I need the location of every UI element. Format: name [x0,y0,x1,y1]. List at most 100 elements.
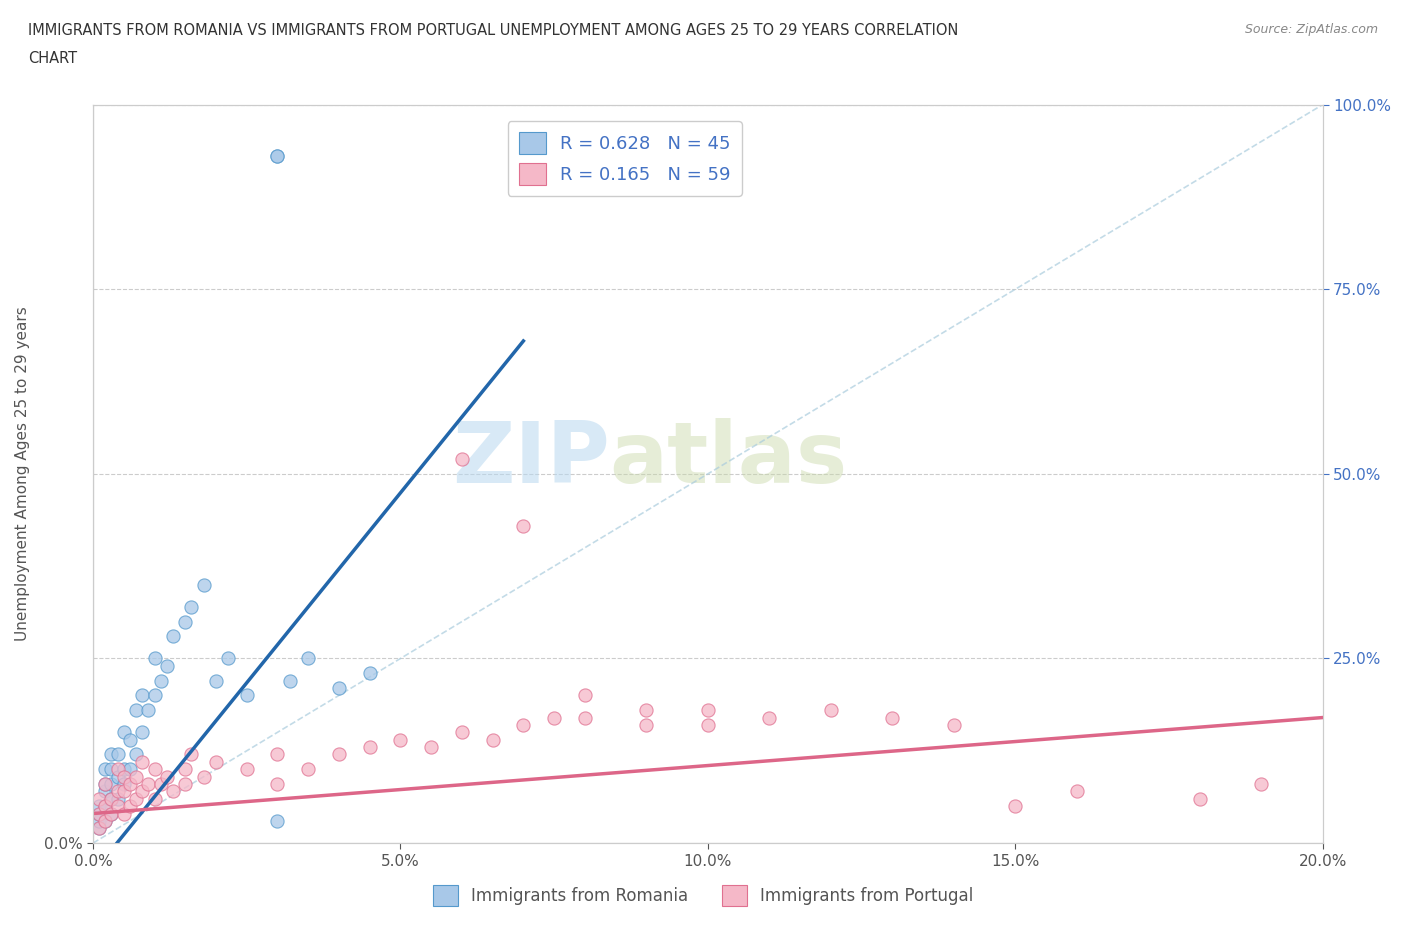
Point [266,777,288,791]
Point [174,777,197,791]
Legend: Immigrants from Romania, Immigrants from Portugal: Immigrants from Romania, Immigrants from… [426,879,980,912]
Point [359,739,381,754]
Point [94,814,117,829]
Point [112,806,135,821]
Point [174,762,197,777]
Point [1066,784,1088,799]
Point [112,769,135,784]
Point [107,762,129,777]
Point [297,762,319,777]
Point [89,821,111,836]
Point [180,599,202,614]
Point [193,769,215,784]
Point [149,777,172,791]
Point [359,666,381,681]
Point [1188,791,1211,806]
Point [696,718,718,733]
Point [180,747,202,762]
Point [149,673,172,688]
Point [118,799,141,814]
Point [138,703,160,718]
Point [89,806,111,821]
Point [235,762,257,777]
Point [112,784,135,799]
Point [1250,777,1272,791]
Point [100,791,122,806]
Point [125,769,148,784]
Point [107,791,129,806]
Point [235,688,257,703]
Point [94,777,117,791]
Point [297,651,319,666]
Point [882,711,904,725]
Point [94,784,117,799]
Point [100,777,122,791]
Point [89,791,111,806]
Point [138,777,160,791]
Point [107,769,129,784]
Point [156,658,179,673]
Point [89,821,111,836]
Point [205,673,228,688]
Point [100,806,122,821]
Text: IMMIGRANTS FROM ROMANIA VS IMMIGRANTS FROM PORTUGAL UNEMPLOYMENT AMONG AGES 25 T: IMMIGRANTS FROM ROMANIA VS IMMIGRANTS FR… [28,23,959,38]
Point [193,578,215,592]
Point [100,762,122,777]
Point [758,711,780,725]
Point [574,688,596,703]
Point [512,518,534,533]
Point [107,799,129,814]
Point [266,149,288,164]
Point [266,747,288,762]
Point [543,711,565,725]
Point [278,673,301,688]
Point [131,784,153,799]
Point [131,724,153,739]
Point [100,791,122,806]
Point [266,814,288,829]
Point [328,747,350,762]
Point [636,703,658,718]
Point [107,784,129,799]
Point [94,814,117,829]
Point [512,718,534,733]
Point [107,747,129,762]
Point [131,688,153,703]
Point [118,762,141,777]
Point [162,629,184,644]
Point [328,681,350,696]
Point [112,777,135,791]
Point [451,724,474,739]
Point [636,718,658,733]
Point [143,688,166,703]
Point [100,747,122,762]
Point [481,732,503,747]
Point [118,777,141,791]
Point [156,769,179,784]
Point [420,739,443,754]
Point [89,799,111,814]
Text: CHART: CHART [28,51,77,66]
Point [100,806,122,821]
Point [942,718,965,733]
Point [696,703,718,718]
Text: ZIP: ZIP [451,418,609,500]
Point [174,614,197,629]
Point [125,703,148,718]
Point [94,777,117,791]
Point [217,651,239,666]
Point [131,754,153,769]
Point [125,791,148,806]
Point [94,799,117,814]
Point [143,762,166,777]
Legend: R = 0.628   N = 45, R = 0.165   N = 59: R = 0.628 N = 45, R = 0.165 N = 59 [508,121,741,196]
Point [143,651,166,666]
Point [89,814,111,829]
Point [389,732,412,747]
Point [574,711,596,725]
Point [125,747,148,762]
Point [112,762,135,777]
Point [89,806,111,821]
Point [112,724,135,739]
Y-axis label: Unemployment Among Ages 25 to 29 years: Unemployment Among Ages 25 to 29 years [15,307,30,642]
